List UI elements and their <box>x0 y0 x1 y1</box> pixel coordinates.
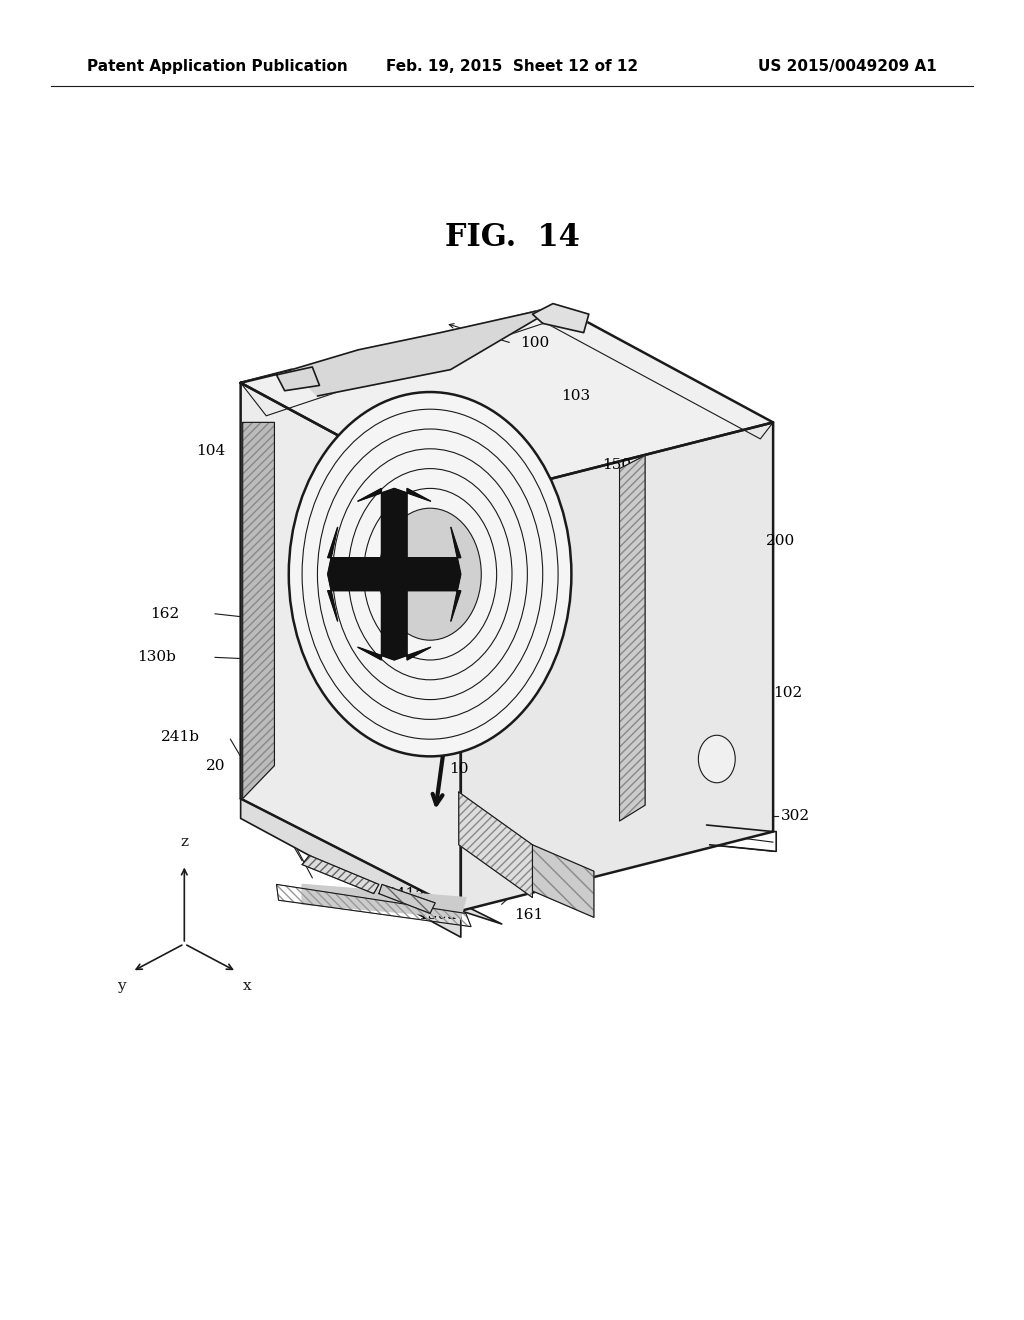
Polygon shape <box>243 422 274 799</box>
Text: 10: 10 <box>449 762 469 776</box>
Polygon shape <box>302 855 379 894</box>
Polygon shape <box>459 792 532 898</box>
Text: z: z <box>180 834 188 849</box>
Text: 100: 100 <box>520 337 550 350</box>
Text: 162: 162 <box>150 607 179 620</box>
Polygon shape <box>379 884 435 913</box>
Text: 104: 104 <box>196 445 225 458</box>
Polygon shape <box>532 304 589 333</box>
Text: 302: 302 <box>781 809 810 822</box>
Text: 150: 150 <box>602 458 631 471</box>
Polygon shape <box>241 383 461 911</box>
Circle shape <box>289 392 571 756</box>
Text: y: y <box>118 979 126 994</box>
Polygon shape <box>292 306 558 396</box>
Text: 102: 102 <box>773 686 803 700</box>
Polygon shape <box>532 845 594 917</box>
Polygon shape <box>461 422 773 911</box>
Text: Patent Application Publication: Patent Application Publication <box>87 59 348 74</box>
Text: 20: 20 <box>206 759 225 772</box>
Circle shape <box>698 735 735 783</box>
Text: 241a: 241a <box>387 887 425 902</box>
Polygon shape <box>276 367 319 391</box>
Polygon shape <box>620 455 645 821</box>
Text: x: x <box>243 979 251 994</box>
Text: 130b: 130b <box>137 651 176 664</box>
Text: 200: 200 <box>766 535 796 548</box>
Text: 241b: 241b <box>161 730 200 743</box>
Text: FIG.  14: FIG. 14 <box>444 222 580 253</box>
Polygon shape <box>241 799 502 924</box>
Text: 130a: 130a <box>419 908 457 923</box>
Text: US 2015/0049209 A1: US 2015/0049209 A1 <box>758 59 937 74</box>
Text: 161: 161 <box>514 908 544 923</box>
Polygon shape <box>241 306 773 502</box>
Polygon shape <box>302 884 466 917</box>
Text: 103: 103 <box>561 389 590 403</box>
Circle shape <box>379 508 481 640</box>
Polygon shape <box>328 488 461 660</box>
Polygon shape <box>241 799 461 937</box>
Text: Feb. 19, 2015  Sheet 12 of 12: Feb. 19, 2015 Sheet 12 of 12 <box>386 59 638 74</box>
